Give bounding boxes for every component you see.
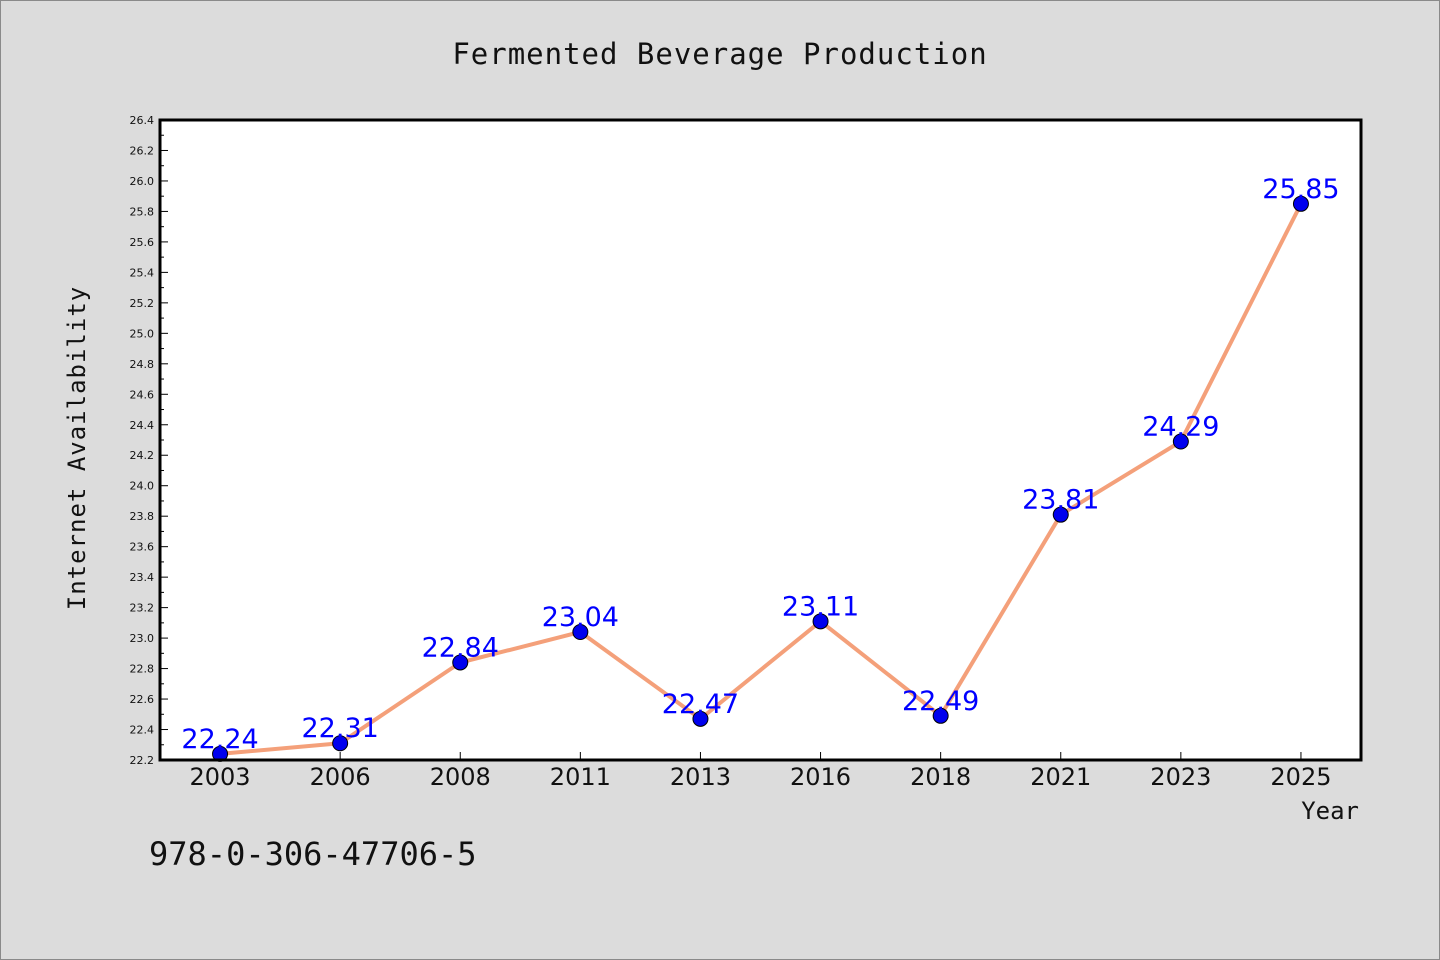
x-tick-label: 2025 (1270, 763, 1331, 791)
x-axis: 2003 2006 2008 2011 2013 2016 2018 2021 2023 2025 (190, 752, 1331, 791)
x-tick-label: 2006 (310, 763, 371, 791)
y-tick-label: 22.2 (130, 754, 155, 767)
y-tick-label: 25.6 (130, 236, 155, 249)
y-tick-label: 23.4 (130, 571, 155, 584)
y-tick-label: 23.0 (130, 632, 155, 645)
y-tick-label: 26.0 (130, 175, 155, 188)
data-label: 23.81 (1022, 485, 1099, 516)
data-label: 23.04 (542, 602, 619, 633)
y-tick-label: 24.8 (130, 358, 155, 371)
data-label: 22.31 (302, 713, 379, 744)
y-tick-label: 24.0 (130, 480, 155, 493)
x-tick-label: 2008 (430, 763, 491, 791)
y-tick-label: 24.6 (130, 388, 155, 401)
y-tick-label: 23.2 (130, 602, 155, 615)
x-axis-label: Year (1301, 797, 1359, 825)
y-tick-label: 26.2 (130, 144, 155, 157)
y-tick-label: 24.2 (130, 449, 155, 462)
x-tick-label: 2018 (910, 763, 971, 791)
y-tick-label: 22.8 (130, 663, 155, 676)
data-label: 22.84 (422, 632, 499, 663)
data-point (1052, 506, 1069, 523)
x-tick-label: 2021 (1030, 763, 1091, 791)
data-point (692, 710, 709, 727)
y-tick-label: 25.0 (130, 327, 155, 340)
x-tick-label: 2011 (550, 763, 611, 791)
data-label: 22.24 (181, 724, 258, 755)
y-tick-label: 22.4 (130, 724, 155, 737)
data-label: 24.29 (1142, 412, 1219, 443)
data-point (1292, 195, 1309, 212)
chart-title: Fermented Beverage Production (452, 37, 987, 71)
data-point (572, 624, 589, 640)
plot-border (158, 118, 1363, 762)
y-tick-label: 25.4 (130, 266, 155, 279)
x-tick-label: 2003 (190, 763, 251, 791)
y-axis: 22.2 22.4 22.6 22.8 23.0 23.2 23.4 23.6 23.8 24.0… (130, 114, 168, 767)
y-tick-label: 25.2 (130, 297, 155, 310)
isbn-text: 978-0-306-47706-5 (149, 835, 477, 873)
x-tick-label: 2023 (1150, 763, 1211, 791)
y-tick-label: 24.4 (130, 419, 155, 432)
data-label: 22.47 (662, 689, 739, 720)
y-tick-label: 23.6 (130, 541, 155, 554)
y-tick-label: 26.4 (130, 114, 155, 127)
data-label: 22.49 (902, 686, 979, 717)
y-tick-label: 23.8 (130, 510, 155, 523)
x-tick-label: 2016 (790, 763, 851, 791)
series-line (218, 201, 1303, 756)
data-label: 23.11 (782, 591, 859, 622)
data-point (812, 613, 829, 630)
plot-area (160, 120, 1361, 760)
x-tick-label: 2013 (670, 763, 731, 791)
y-axis-label: Internet Availability (63, 286, 91, 610)
data-point (452, 654, 469, 671)
data-label: 25.85 (1262, 174, 1339, 205)
data-point (1172, 433, 1189, 450)
data-point (332, 735, 349, 752)
data-point (932, 707, 949, 724)
y-tick-label: 25.8 (130, 205, 155, 218)
y-tick-label: 22.6 (130, 693, 155, 706)
series-group: 22.24 22.31 22.84 23.04 22.47 23.11 22.49 23.81… (181, 174, 1340, 762)
